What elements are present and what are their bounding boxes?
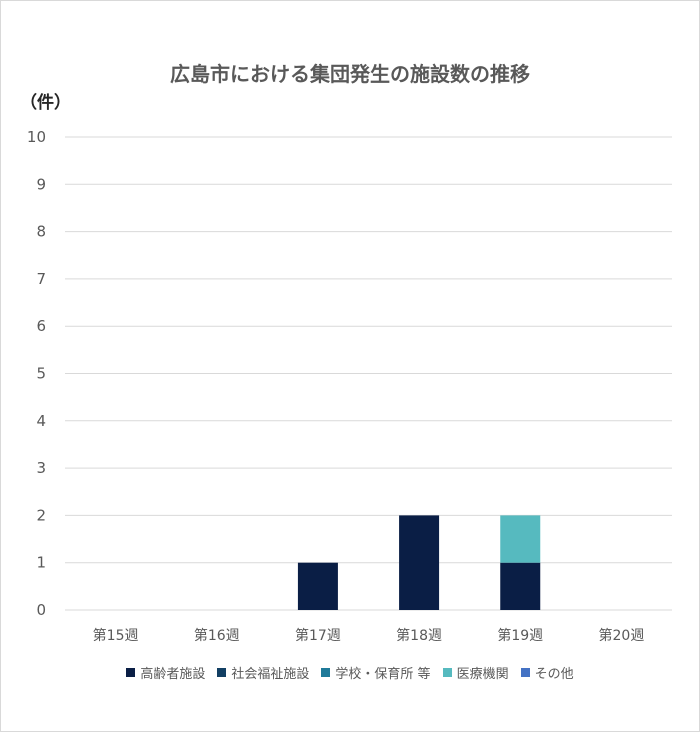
bar-segment bbox=[500, 515, 541, 563]
legend-swatch bbox=[442, 668, 452, 677]
bar-segment bbox=[500, 562, 541, 610]
y-tick-label: 0 bbox=[36, 601, 46, 619]
legend-item: 社会福祉施設 bbox=[217, 663, 309, 682]
y-tick-label: 4 bbox=[36, 412, 46, 430]
y-axis-ticks: 0 1 2 3 4 5 6 7 8 9 10 bbox=[27, 128, 46, 619]
legend-swatch bbox=[126, 668, 136, 677]
legend-item: その他 bbox=[520, 663, 574, 682]
y-tick-label: 2 bbox=[36, 506, 46, 524]
legend-label: 社会福祉施設 bbox=[231, 667, 310, 682]
y-tick-label: 10 bbox=[27, 128, 46, 146]
bars bbox=[297, 515, 541, 610]
legend-item: 医療機関 bbox=[442, 663, 509, 682]
y-tick-label: 5 bbox=[36, 365, 46, 383]
legend-label: 医療機関 bbox=[456, 667, 509, 682]
gridlines bbox=[65, 136, 672, 611]
y-tick-label: 3 bbox=[36, 459, 46, 477]
plot-area: 0 1 2 3 4 5 6 7 8 9 10 第15週 第16週 第17週 第18週 第19週 第20週 bbox=[27, 128, 672, 644]
legend-label: その他 bbox=[534, 667, 574, 682]
x-tick-label: 第18週 bbox=[396, 627, 442, 644]
legend: 高齢者施設 社会福祉施設 学校・保育所 等 医療機関 その他 bbox=[0, 663, 700, 682]
bar-segment bbox=[297, 562, 338, 610]
x-tick-label: 第17週 bbox=[295, 627, 341, 644]
legend-item: 高齢者施設 bbox=[126, 663, 205, 682]
x-axis-ticks: 第15週 第16週 第17週 第18週 第19週 第20週 bbox=[93, 627, 645, 644]
y-tick-label: 6 bbox=[36, 317, 46, 335]
x-tick-label: 第20週 bbox=[599, 627, 645, 644]
legend-swatch bbox=[217, 668, 227, 677]
y-tick-label: 7 bbox=[36, 270, 46, 288]
x-tick-label: 第16週 bbox=[194, 627, 240, 644]
legend-swatch bbox=[321, 668, 331, 677]
legend-label: 学校・保育所 等 bbox=[335, 667, 431, 682]
legend-swatch bbox=[520, 668, 530, 677]
legend-label: 高齢者施設 bbox=[140, 667, 206, 682]
legend-item: 学校・保育所 等 bbox=[321, 663, 431, 682]
bar-segment bbox=[399, 515, 440, 610]
y-tick-label: 8 bbox=[36, 223, 46, 241]
y-tick-label: 1 bbox=[36, 554, 46, 572]
y-tick-label: 9 bbox=[36, 175, 46, 193]
x-tick-label: 第19週 bbox=[497, 627, 543, 644]
chart-title: 広島市における集団発生の施設数の推移 bbox=[170, 62, 530, 86]
y-axis-unit-label: （件） bbox=[20, 93, 71, 113]
x-tick-label: 第15週 bbox=[93, 627, 139, 644]
